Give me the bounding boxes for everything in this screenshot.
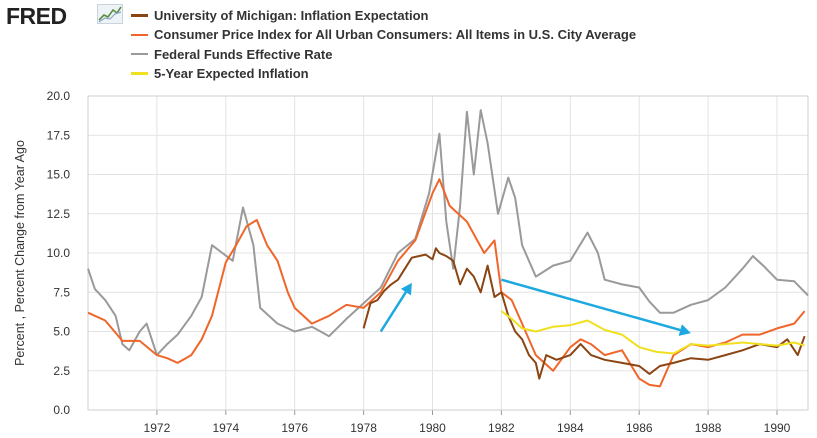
fred-logo[interactable]: FRED xyxy=(6,3,67,29)
y-tick-label: 12.5 xyxy=(47,207,71,221)
cpi-series-line xyxy=(87,178,806,388)
y-tick-label: 5.0 xyxy=(53,325,70,339)
legend-item-5yr-expected[interactable]: 5-Year Expected Inflation xyxy=(131,64,636,83)
y-tick-label: 17.5 xyxy=(47,128,71,142)
legend-swatch xyxy=(131,14,148,17)
x-tick-label: 1972 xyxy=(144,421,171,435)
y-axis-label: Percent , Percent Change from Year Ago xyxy=(13,140,27,366)
y-tick-label: 0.0 xyxy=(53,403,70,417)
x-tick-label: 1990 xyxy=(764,421,791,435)
annotation-arrow-head xyxy=(400,282,412,296)
y-tick-label: 10.0 xyxy=(47,246,71,260)
x-tick-label: 1986 xyxy=(626,421,653,435)
x-tick-label: 1976 xyxy=(281,421,308,435)
x-tick-label: 1988 xyxy=(695,421,722,435)
annotation-arrow-shaft xyxy=(379,291,407,333)
y-tick-label: 20.0 xyxy=(47,89,71,103)
chart-legend: University of Michigan: Inflation Expect… xyxy=(131,6,636,83)
x-tick-label: 1978 xyxy=(350,421,377,435)
x-tick-label: 1980 xyxy=(419,421,446,435)
expected-5yr-series-line xyxy=(500,310,805,355)
y-tick-label: 2.5 xyxy=(53,364,70,378)
legend-item-fedfunds[interactable]: Federal Funds Effective Rate xyxy=(131,45,636,64)
legend-item-cpi[interactable]: Consumer Price Index for All Urban Consu… xyxy=(131,25,636,44)
legend-swatch xyxy=(131,52,148,56)
legend-label: 5-Year Expected Inflation xyxy=(154,66,309,82)
annotation-arrow-head xyxy=(678,324,691,336)
legend-label: University of Michigan: Inflation Expect… xyxy=(154,8,429,24)
x-tick-label: 1982 xyxy=(488,421,515,435)
line-chart: 0.0 2.5 5.0 7.5 10.0 12.5 15.0 17.5 20.0 1972 1974… xyxy=(13,89,809,435)
fred-graph-icon xyxy=(97,4,123,24)
x-tick-label: 1974 xyxy=(212,421,239,435)
legend-item-michigan[interactable]: University of Michigan: Inflation Expect… xyxy=(131,6,636,25)
legend-swatch xyxy=(131,33,148,37)
fedfunds-series-line xyxy=(87,109,809,357)
x-tick-label: 1984 xyxy=(557,421,584,435)
plot-area-border xyxy=(87,95,809,411)
y-tick-label: 15.0 xyxy=(47,168,71,182)
annotation-arrow-shaft xyxy=(501,278,681,332)
y-tick-label: 7.5 xyxy=(53,285,70,299)
michigan-series-line xyxy=(362,247,806,380)
legend-label: Consumer Price Index for All Urban Consu… xyxy=(154,27,637,43)
chart-header: FRED University of Michigan: Inflation E… xyxy=(0,0,817,85)
legend-label: Federal Funds Effective Rate xyxy=(154,46,333,62)
legend-swatch xyxy=(131,72,148,75)
